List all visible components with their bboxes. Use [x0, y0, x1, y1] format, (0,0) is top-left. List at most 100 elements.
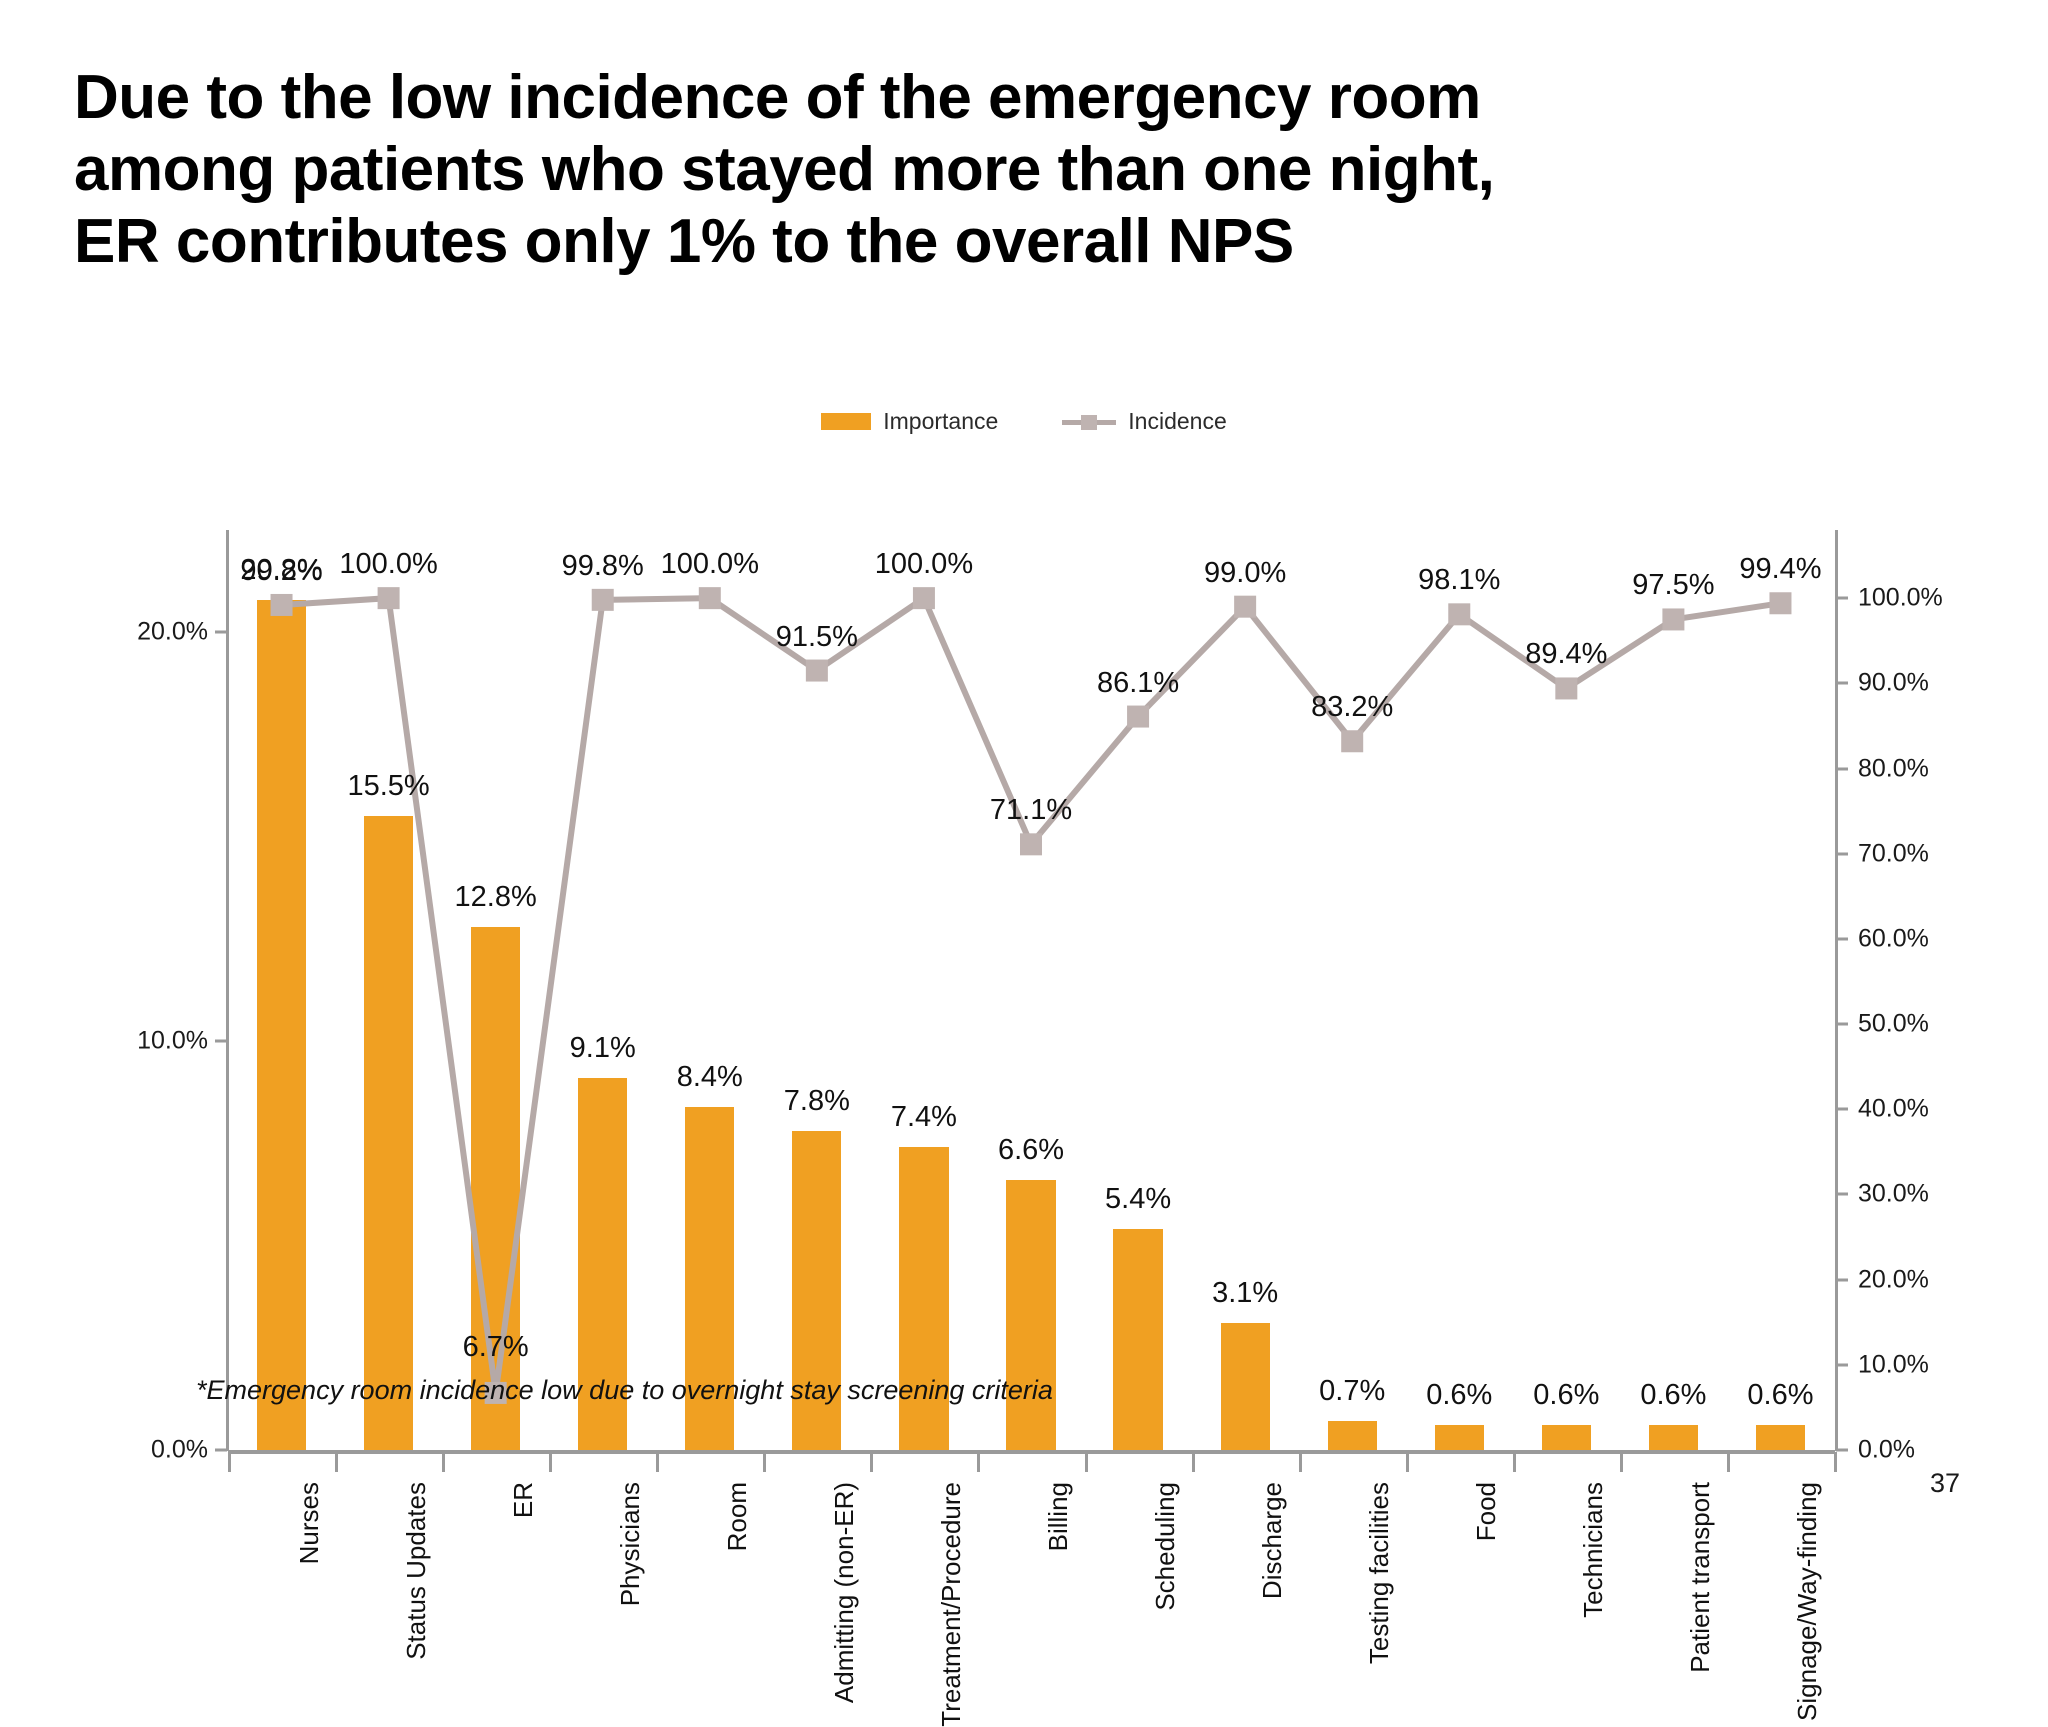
x-axis-tick — [335, 1452, 339, 1472]
x-axis-tick — [656, 1452, 660, 1472]
x-axis-category-label: Physicians — [614, 1482, 645, 1607]
incidence-marker[interactable] — [270, 593, 293, 616]
incidence-value-label: 91.5% — [775, 620, 858, 653]
bar[interactable] — [792, 1131, 842, 1450]
incidence-marker[interactable] — [591, 588, 614, 611]
bar[interactable] — [1006, 1180, 1056, 1450]
incidence-marker[interactable] — [377, 587, 400, 610]
bar[interactable] — [1541, 1425, 1591, 1450]
bar[interactable] — [1113, 1229, 1163, 1450]
y-axis-right-tick — [1836, 1022, 1848, 1026]
bar[interactable] — [471, 926, 521, 1450]
x-axis-category-label: Patient transport — [1685, 1482, 1716, 1673]
incidence-marker[interactable] — [912, 587, 935, 610]
y-axis-right-line — [1835, 530, 1838, 1451]
incidence-value-label: 6.7% — [462, 1330, 529, 1363]
incidence-value-label: 89.4% — [1525, 638, 1608, 671]
bar[interactable] — [685, 1106, 735, 1450]
bar-value-label: 0.6% — [1426, 1379, 1493, 1412]
incidence-marker[interactable] — [1020, 833, 1042, 856]
incidence-marker[interactable] — [1769, 592, 1792, 615]
bar-value-label: 0.6% — [1640, 1379, 1707, 1412]
bar-value-label: 0.6% — [1533, 1379, 1600, 1412]
x-axis-tick — [1191, 1452, 1195, 1472]
y-axis-right-label: 40.0% — [1858, 1094, 1929, 1123]
legend-label-incidence: Incidence — [1128, 408, 1227, 434]
x-axis-tick — [870, 1452, 874, 1472]
incidence-marker[interactable] — [1555, 677, 1578, 700]
incidence-value-label: 83.2% — [1311, 691, 1394, 724]
bar[interactable] — [1327, 1421, 1377, 1450]
x-axis-tick — [1726, 1452, 1730, 1472]
bar[interactable] — [1220, 1323, 1270, 1450]
y-axis-right-label: 30.0% — [1858, 1179, 1929, 1208]
bar-value-label: 5.4% — [1105, 1183, 1172, 1216]
bar[interactable] — [899, 1147, 949, 1450]
x-axis-line — [228, 1450, 1835, 1454]
bar[interactable] — [1434, 1425, 1484, 1450]
x-axis-tick — [1405, 1452, 1409, 1472]
incidence-marker[interactable] — [1127, 705, 1150, 728]
incidence-value-label: 98.1% — [1418, 564, 1501, 597]
legend-item-incidence[interactable]: Incidence — [1062, 408, 1227, 435]
incidence-value-label: 100.0% — [660, 548, 759, 581]
y-axis-right-label: 10.0% — [1858, 1350, 1929, 1379]
incidence-value-label: 71.1% — [989, 794, 1073, 827]
incidence-marker[interactable] — [805, 659, 828, 682]
y-axis-left-tick — [215, 630, 227, 634]
bar-value-label: 0.6% — [1747, 1379, 1814, 1412]
bar[interactable] — [1648, 1425, 1699, 1450]
y-axis-right-label: 60.0% — [1858, 924, 1929, 953]
incidence-marker[interactable] — [698, 587, 721, 610]
bar-value-label: 20.8% — [240, 553, 323, 586]
incidence-marker[interactable] — [1234, 595, 1257, 618]
incidence-value-label: 99.4% — [1739, 553, 1822, 586]
incidence-marker[interactable] — [484, 1381, 507, 1404]
y-axis-left-line — [226, 530, 229, 1451]
y-axis-left-tick — [215, 1448, 227, 1452]
incidence-value-label: 97.5% — [1632, 569, 1715, 602]
y-axis-right-tick — [1836, 596, 1848, 600]
legend-item-importance[interactable]: Importance — [821, 408, 998, 435]
bar[interactable] — [1755, 1425, 1806, 1450]
x-axis-tick — [1298, 1452, 1302, 1472]
bar[interactable] — [578, 1077, 628, 1450]
plot-area — [228, 530, 1834, 1450]
combo-chart: 0.0% 10.0% 20.0% 0.0% 10.0% 20.0% 30.0% 40.0% 5… — [0, 452, 2048, 1727]
y-axis-right-label: 0.0% — [1858, 1435, 1915, 1464]
bar[interactable] — [256, 599, 307, 1450]
y-axis-right-label: 70.0% — [1858, 839, 1929, 868]
bar-value-label: 7.4% — [890, 1101, 957, 1134]
x-axis-category-label: Status Updates — [400, 1482, 431, 1660]
incidence-marker[interactable] — [1448, 603, 1471, 626]
incidence-value-label: 86.1% — [1096, 666, 1180, 699]
bar-value-label: 12.8% — [454, 880, 537, 913]
incidence-marker[interactable] — [1662, 608, 1685, 631]
bar-value-label: 3.1% — [1212, 1277, 1279, 1310]
y-axis-right-tick — [1836, 852, 1848, 856]
chart-legend: Importance Incidence — [0, 408, 2048, 435]
x-axis-category-label: Admitting (non-ER) — [828, 1482, 859, 1704]
x-axis-category-label: Food — [1471, 1482, 1502, 1542]
legend-label-importance: Importance — [883, 408, 999, 434]
x-axis-category-label: Treatment/Procedure — [935, 1482, 966, 1727]
bar[interactable] — [363, 816, 414, 1450]
incidence-marker[interactable] — [1341, 730, 1364, 753]
footnote: *Emergency room incidence low due to ove… — [196, 1375, 1053, 1405]
x-axis-category-label: ER — [507, 1482, 538, 1519]
y-axis-right-label: 20.0% — [1858, 1265, 1929, 1294]
x-axis-category-label: Scheduling — [1150, 1482, 1181, 1611]
y-axis-right-label: 80.0% — [1858, 754, 1929, 783]
bar-value-label: 15.5% — [347, 770, 430, 803]
y-axis-left-label: 10.0% — [137, 1026, 208, 1055]
bar-value-label: 9.1% — [569, 1031, 636, 1064]
line-marker-swatch-icon — [1062, 414, 1117, 430]
x-axis-category-label: Discharge — [1257, 1482, 1288, 1600]
y-axis-right-tick — [1836, 1192, 1848, 1196]
page-number: 37 — [1930, 1468, 1961, 1498]
y-axis-right-tick — [1836, 1448, 1848, 1452]
slide-canvas: Due to the low incidence of the emergenc… — [0, 63, 2048, 1727]
x-axis-category-label: Room — [721, 1482, 752, 1552]
x-axis-tick — [1619, 1452, 1623, 1472]
incidence-value-label: 100.0% — [874, 548, 974, 581]
